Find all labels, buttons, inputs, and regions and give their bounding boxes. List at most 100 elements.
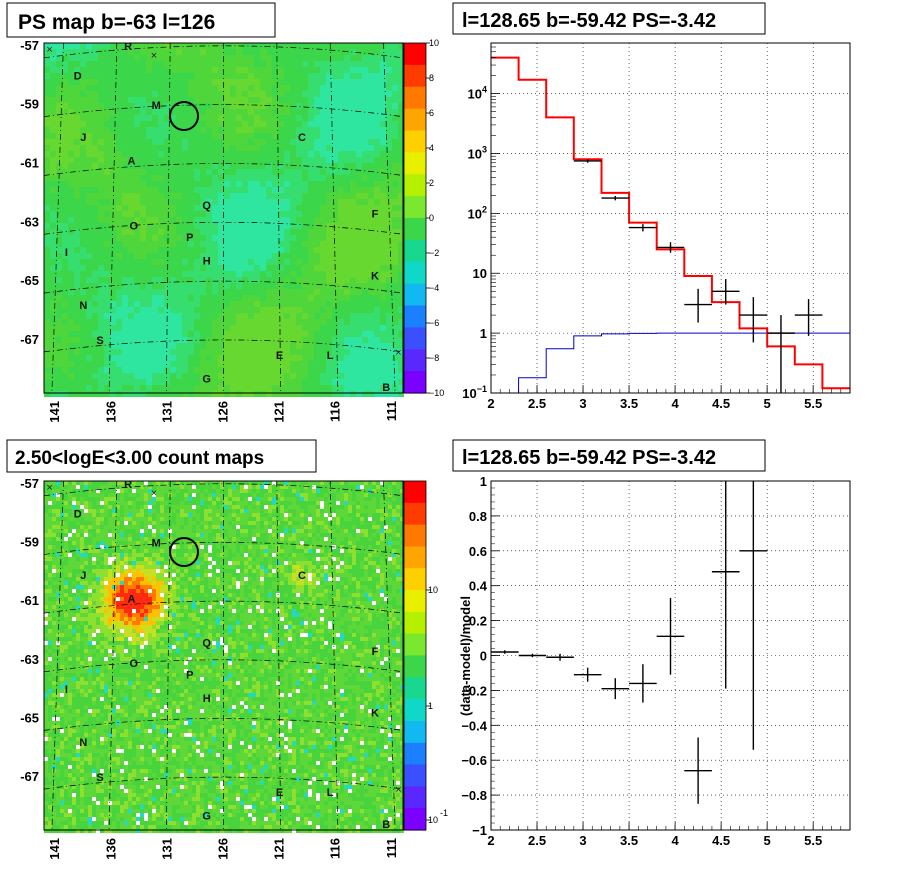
ps-map-cell [56, 373, 62, 379]
ps-map-cell [170, 67, 176, 73]
ps-map-cell [368, 301, 374, 307]
count-map-cell [48, 497, 52, 501]
ps-map-cell [86, 61, 92, 67]
ps-map-cell [386, 343, 392, 349]
count-map-cell [228, 509, 232, 513]
ps-map-cell [320, 187, 326, 193]
ps-map-cell [152, 157, 158, 163]
ps-map-cell [224, 283, 230, 289]
ps-map-cell [380, 49, 386, 55]
ps-map-cell [296, 61, 302, 67]
ps-map-cell [392, 187, 398, 193]
ps-map-cell [350, 115, 356, 121]
ps-map-cell [62, 175, 68, 181]
ps-map-cell [332, 193, 338, 199]
ps-map-source-i: I [65, 247, 68, 259]
ps-map-cell [302, 229, 308, 235]
ps-map-cell [380, 211, 386, 217]
ps-map-cell [146, 223, 152, 229]
count-map-cell [56, 513, 60, 517]
count-map-cell [176, 529, 180, 533]
ps-map-cell [350, 85, 356, 91]
count-map-cell [108, 529, 112, 533]
ps-map-cell [206, 91, 212, 97]
ps-map-cell [194, 133, 200, 139]
ps-map-cell [152, 289, 158, 295]
ps-map-cell [200, 349, 206, 355]
ps-map-cell [374, 247, 380, 253]
count-map-cell [144, 489, 148, 493]
ps-map-cell [56, 235, 62, 241]
ps-map-cell [62, 121, 68, 127]
ps-map-cell [302, 151, 308, 157]
count-map-cell [348, 517, 352, 521]
ps-map-cell [254, 247, 260, 253]
spectrum-data-point [739, 297, 768, 343]
ps-map-cell [248, 253, 254, 259]
count-map-cell [92, 481, 96, 485]
ps-map-cell [116, 337, 122, 343]
ps-map-cell [230, 385, 236, 391]
ps-map-cell [320, 235, 326, 241]
ps-map-cell [122, 121, 128, 127]
ps-map-cell [92, 49, 98, 55]
ps-map-cell [92, 343, 98, 349]
count-map-cell [188, 517, 192, 521]
ps-map-cell [92, 361, 98, 367]
ps-map-cell [62, 361, 68, 367]
ps-map-cell [236, 361, 242, 367]
ps-map-cell [266, 295, 272, 301]
count-map-cell [136, 497, 140, 501]
count-map-cell [108, 501, 112, 505]
ps-map-cell [110, 97, 116, 103]
count-map-cell [52, 501, 56, 505]
ps-map-cell [386, 97, 392, 103]
ps-map-cell [194, 331, 200, 337]
ps-map-colorbar-tick: −4 [429, 283, 439, 293]
ps-map-cell [344, 115, 350, 121]
count-map-cell [252, 513, 256, 517]
ps-map-cell [398, 199, 404, 205]
ps-map-cell [368, 235, 374, 241]
count-map-cell [392, 497, 396, 501]
count-map-cell [92, 489, 96, 493]
count-map-cell [312, 509, 316, 513]
ps-map-cell [272, 163, 278, 169]
ps-map-cell [200, 361, 206, 367]
count-map-cell [264, 517, 268, 521]
count-map-cell [368, 529, 372, 533]
ps-map-source-d: D [74, 70, 82, 82]
count-map-cell [144, 493, 148, 497]
count-map-cell [56, 525, 60, 529]
ps-map-cell [188, 373, 194, 379]
ps-map-cell [44, 331, 50, 337]
ps-map-cell [182, 187, 188, 193]
ps-map-cell [392, 283, 398, 289]
count-map-cell [64, 501, 68, 505]
count-map-cell [144, 509, 148, 513]
ps-map-cell [110, 103, 116, 109]
count-map-cell [356, 513, 360, 517]
count-map-cell [172, 529, 176, 533]
ps-map-cell [302, 133, 308, 139]
ps-map-cell [74, 205, 80, 211]
ps-map-cell [296, 181, 302, 187]
ps-map-cell [44, 289, 50, 295]
count-map-cell [240, 517, 244, 521]
ps-map-cell [122, 49, 128, 55]
count-map-cell [188, 485, 192, 489]
ps-map-cell [158, 97, 164, 103]
ps-map-cell [368, 331, 374, 337]
ps-map-cell [218, 331, 224, 337]
ps-map-cell [134, 265, 140, 271]
ps-map-cell [194, 163, 200, 169]
ps-map-cell [290, 187, 296, 193]
ps-map-cell [146, 367, 152, 373]
ps-map-cell [248, 271, 254, 277]
count-map-cell [256, 489, 260, 493]
ps-map-cell [320, 229, 326, 235]
ps-map-cell [266, 373, 272, 379]
ps-map-cell [380, 175, 386, 181]
ps-map-cell [350, 235, 356, 241]
count-map-cell [308, 485, 312, 489]
